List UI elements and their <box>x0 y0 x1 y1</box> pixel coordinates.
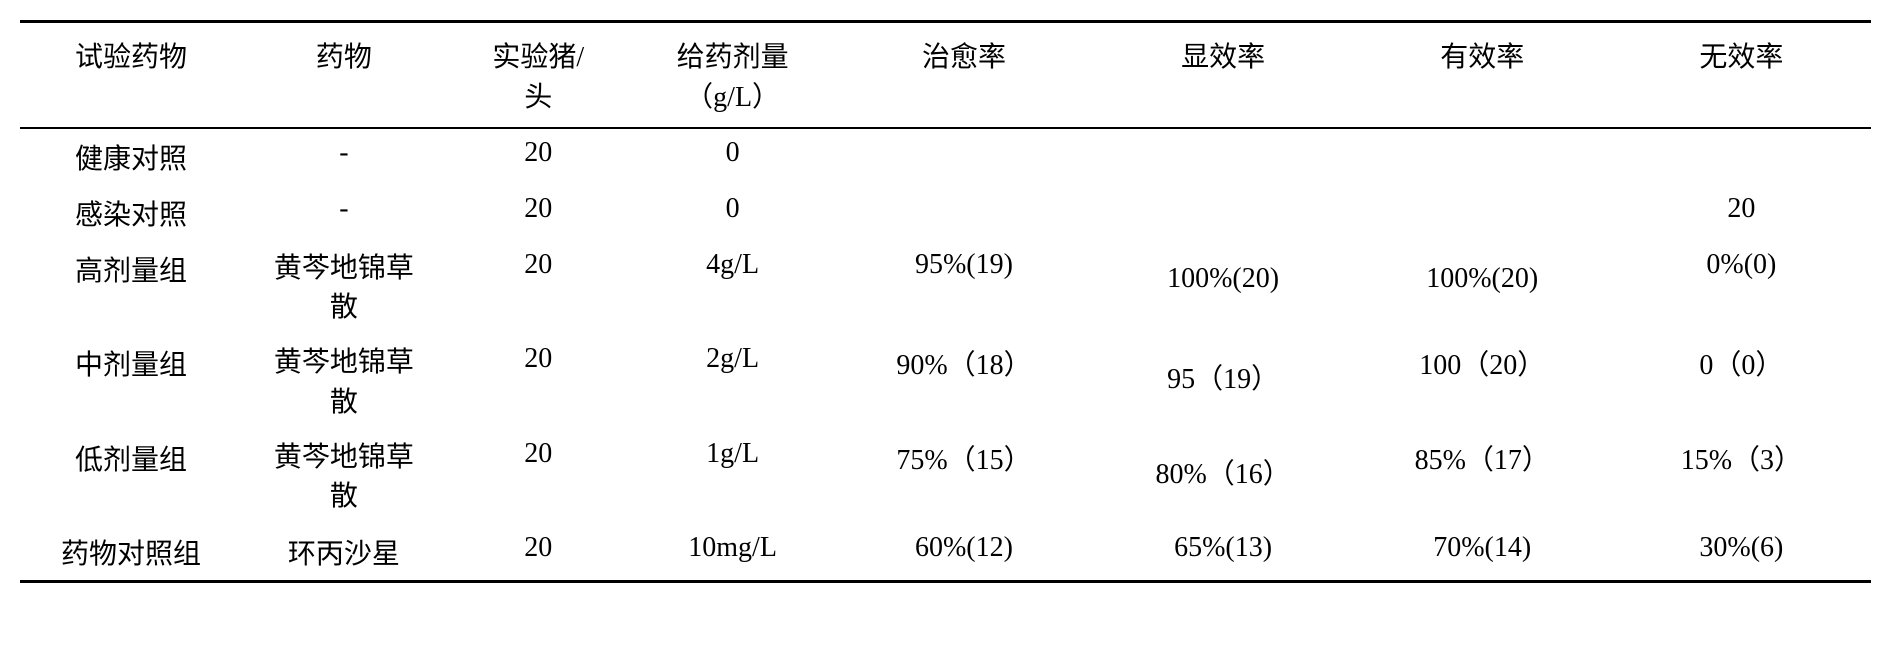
cell-marked <box>1094 128 1353 185</box>
cell-pigs: 20 <box>446 241 631 335</box>
cell-dose: 1g/L <box>631 430 835 524</box>
cell-marked: 95（19） <box>1094 335 1353 429</box>
table-header-cell: 实验猪/头 <box>446 22 631 129</box>
table-row: 健康对照 - 20 0 <box>20 128 1871 185</box>
table-header-cell: 药物 <box>242 22 446 129</box>
cell-cure <box>834 128 1093 185</box>
cell-dose: 10mg/L <box>631 524 835 582</box>
table-header-cell: 显效率 <box>1094 22 1353 129</box>
table-row: 高剂量组 黄芩地锦草散 20 4g/L 95%(19) 100%(20) 100… <box>20 241 1871 335</box>
cell-drug: 黄芩地锦草散 <box>242 241 446 335</box>
cell-drug: 黄芩地锦草散 <box>242 335 446 429</box>
cell-cure: 75%（15） <box>834 430 1093 524</box>
table-row: 药物对照组 环丙沙星 20 10mg/L 60%(12) 65%(13) 70%… <box>20 524 1871 582</box>
cell-group: 低剂量组 <box>20 430 242 524</box>
cell-marked: 65%(13) <box>1094 524 1353 582</box>
cell-dose: 4g/L <box>631 241 835 335</box>
cell-effective: 70%(14) <box>1353 524 1612 582</box>
cell-marked: 100%(20) <box>1094 241 1353 335</box>
cell-dose: 0 <box>631 128 835 185</box>
cell-marked: 80%（16） <box>1094 430 1353 524</box>
table-header-cell: 有效率 <box>1353 22 1612 129</box>
cell-effective: 100%(20) <box>1353 241 1612 335</box>
cell-group: 药物对照组 <box>20 524 242 582</box>
table-header-row: 试验药物 药物 实验猪/头 给药剂量（g/L） 治愈率 显效率 有效率 无效率 <box>20 22 1871 129</box>
cell-effective: 85%（17） <box>1353 430 1612 524</box>
cell-ineffective: 0（0） <box>1612 335 1871 429</box>
table-row: 中剂量组 黄芩地锦草散 20 2g/L 90%（18） 95（19） 100（2… <box>20 335 1871 429</box>
cell-effective <box>1353 185 1612 241</box>
cell-pigs: 20 <box>446 524 631 582</box>
cell-cure: 95%(19) <box>834 241 1093 335</box>
table-row: 低剂量组 黄芩地锦草散 20 1g/L 75%（15） 80%（16） 85%（… <box>20 430 1871 524</box>
cell-drug: - <box>242 185 446 241</box>
cell-effective: 100（20） <box>1353 335 1612 429</box>
cell-drug: - <box>242 128 446 185</box>
cell-dose: 2g/L <box>631 335 835 429</box>
cell-group: 健康对照 <box>20 128 242 185</box>
cell-ineffective: 20 <box>1612 185 1871 241</box>
cell-pigs: 20 <box>446 185 631 241</box>
table-header-cell: 治愈率 <box>834 22 1093 129</box>
table-header-cell: 无效率 <box>1612 22 1871 129</box>
cell-group: 中剂量组 <box>20 335 242 429</box>
cell-group: 感染对照 <box>20 185 242 241</box>
experiment-results-table: 试验药物 药物 实验猪/头 给药剂量（g/L） 治愈率 显效率 有效率 无效率 … <box>20 20 1871 583</box>
cell-marked <box>1094 185 1353 241</box>
cell-pigs: 20 <box>446 430 631 524</box>
cell-drug: 环丙沙星 <box>242 524 446 582</box>
cell-cure: 60%(12) <box>834 524 1093 582</box>
cell-pigs: 20 <box>446 128 631 185</box>
cell-ineffective <box>1612 128 1871 185</box>
cell-cure <box>834 185 1093 241</box>
cell-group: 高剂量组 <box>20 241 242 335</box>
cell-pigs: 20 <box>446 335 631 429</box>
cell-ineffective: 15%（3） <box>1612 430 1871 524</box>
cell-ineffective: 0%(0) <box>1612 241 1871 335</box>
table-header-cell: 试验药物 <box>20 22 242 129</box>
cell-effective <box>1353 128 1612 185</box>
table-row: 感染对照 - 20 0 20 <box>20 185 1871 241</box>
table-header-cell: 给药剂量（g/L） <box>631 22 835 129</box>
cell-drug: 黄芩地锦草散 <box>242 430 446 524</box>
cell-ineffective: 30%(6) <box>1612 524 1871 582</box>
cell-dose: 0 <box>631 185 835 241</box>
cell-cure: 90%（18） <box>834 335 1093 429</box>
